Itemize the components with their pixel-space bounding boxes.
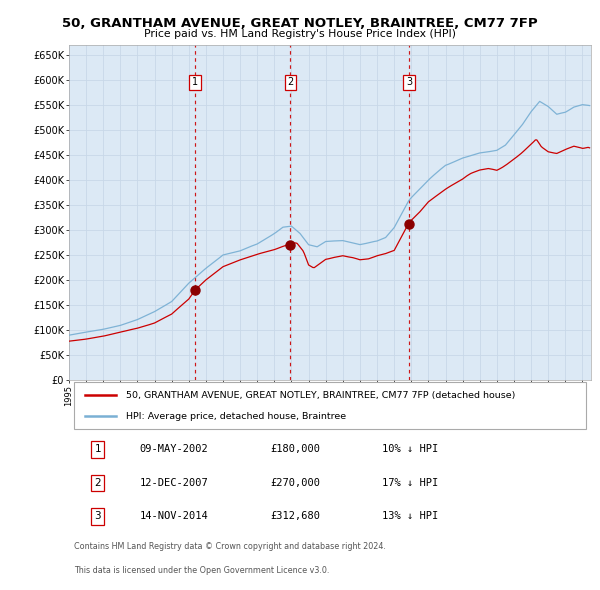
Text: 3: 3 xyxy=(94,512,101,522)
Text: 50, GRANTHAM AVENUE, GREAT NOTLEY, BRAINTREE, CM77 7FP: 50, GRANTHAM AVENUE, GREAT NOTLEY, BRAIN… xyxy=(62,17,538,30)
Text: Price paid vs. HM Land Registry's House Price Index (HPI): Price paid vs. HM Land Registry's House … xyxy=(144,29,456,39)
Text: This data is licensed under the Open Government Licence v3.0.: This data is licensed under the Open Gov… xyxy=(74,566,329,575)
Text: 1: 1 xyxy=(94,444,101,454)
Text: 14-NOV-2014: 14-NOV-2014 xyxy=(139,512,208,522)
FancyBboxPatch shape xyxy=(74,382,586,428)
Text: £312,680: £312,680 xyxy=(270,512,320,522)
Text: £180,000: £180,000 xyxy=(270,444,320,454)
Text: 50, GRANTHAM AVENUE, GREAT NOTLEY, BRAINTREE, CM77 7FP (detached house): 50, GRANTHAM AVENUE, GREAT NOTLEY, BRAIN… xyxy=(127,391,516,400)
Text: 12-DEC-2007: 12-DEC-2007 xyxy=(139,478,208,488)
Text: 1: 1 xyxy=(192,77,198,87)
Text: £270,000: £270,000 xyxy=(270,478,320,488)
Text: 09-MAY-2002: 09-MAY-2002 xyxy=(139,444,208,454)
Text: 3: 3 xyxy=(406,77,412,87)
Text: 2: 2 xyxy=(94,478,101,488)
Text: Contains HM Land Registry data © Crown copyright and database right 2024.: Contains HM Land Registry data © Crown c… xyxy=(74,542,386,551)
Text: 10% ↓ HPI: 10% ↓ HPI xyxy=(382,444,439,454)
Text: 17% ↓ HPI: 17% ↓ HPI xyxy=(382,478,439,488)
Text: 13% ↓ HPI: 13% ↓ HPI xyxy=(382,512,439,522)
Text: 2: 2 xyxy=(287,77,293,87)
Text: HPI: Average price, detached house, Braintree: HPI: Average price, detached house, Brai… xyxy=(127,412,347,421)
